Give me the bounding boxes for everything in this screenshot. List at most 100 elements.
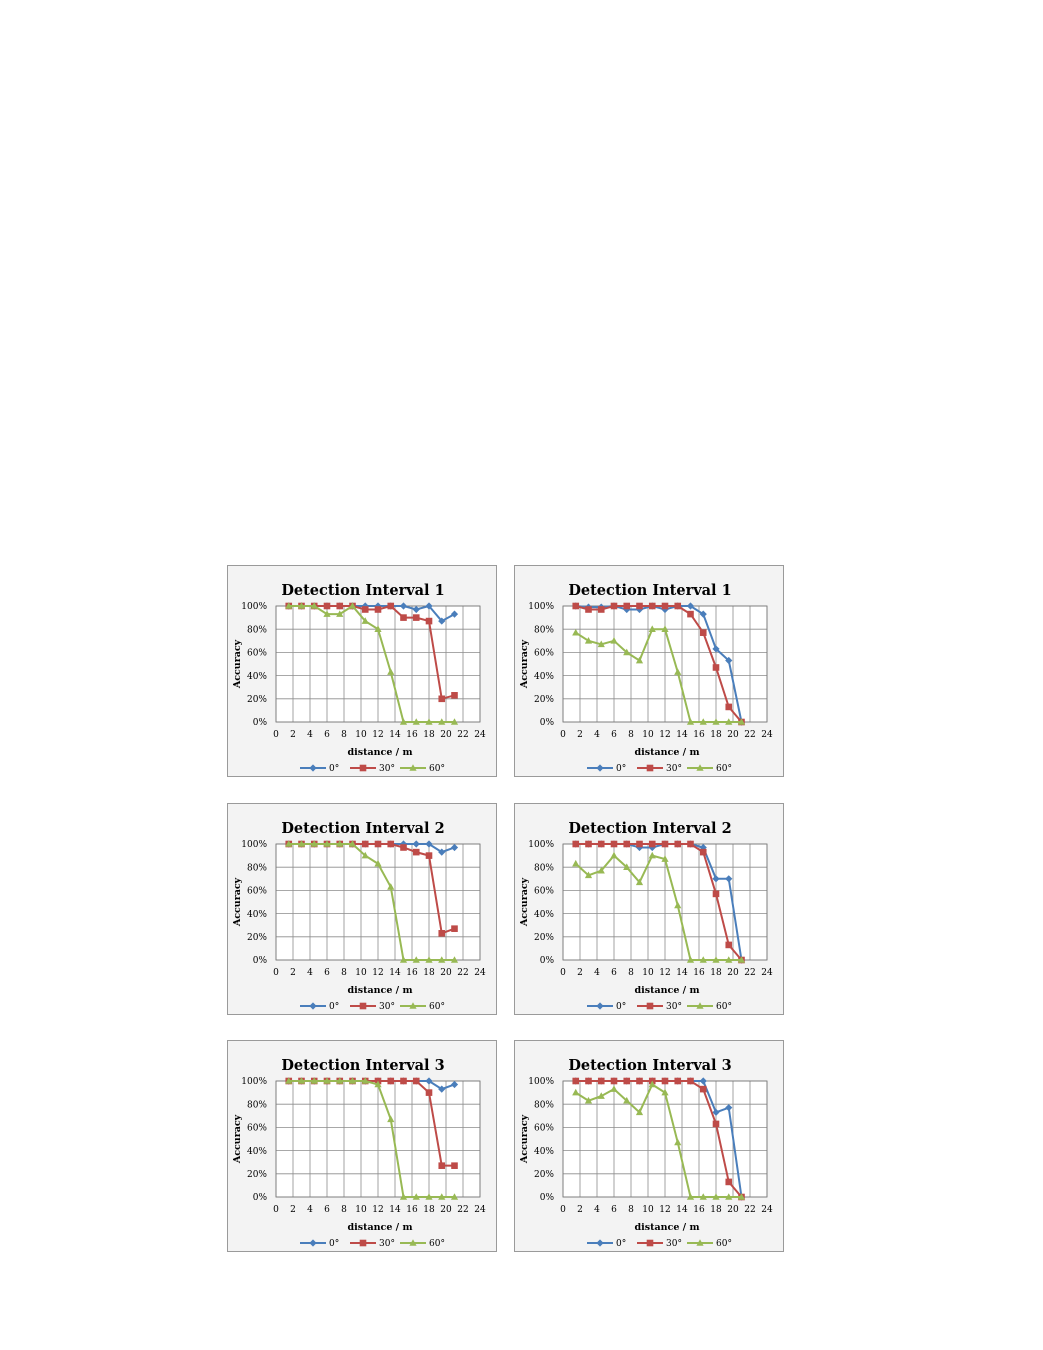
- chart-title: Detection Interval 3: [568, 1057, 731, 1074]
- data-point: [438, 930, 446, 937]
- x-axis-label: distance / m: [347, 1222, 412, 1233]
- legend-label: 60°: [716, 1239, 732, 1249]
- x-tick-label: 24: [474, 968, 486, 978]
- data-point: [412, 1077, 420, 1085]
- data-point: [412, 1193, 420, 1200]
- data-point: [737, 1193, 746, 1200]
- x-tick-label: 2: [290, 968, 296, 978]
- y-tick-label: 20%: [534, 1170, 554, 1180]
- data-point: [725, 941, 733, 949]
- data-point: [387, 668, 395, 675]
- x-tick-label: 0: [273, 730, 279, 740]
- data-point: [323, 1077, 331, 1084]
- chart-svg-2: Detection Interval 1 0% 20% 40% 60% 80% 100% 0 2…: [519, 582, 773, 774]
- legend-label: 0°: [616, 1002, 626, 1012]
- y-tick-label: 0%: [253, 718, 268, 728]
- y-tick-label: 40%: [247, 910, 267, 920]
- chart-panel-3: Detection Interval 2 0% 20% 40% 60% 80% 100% 0 2…: [227, 803, 497, 1015]
- x-tick-label: 2: [290, 1205, 296, 1215]
- data-point: [285, 1077, 293, 1084]
- data-point: [323, 602, 331, 610]
- data-point: [636, 1077, 643, 1085]
- series-3: [285, 840, 459, 963]
- x-tick-label: 12: [659, 968, 670, 978]
- legend-label: 0°: [616, 764, 626, 774]
- x-tick-label: 6: [611, 730, 617, 740]
- data-point: [348, 602, 357, 609]
- data-point: [674, 1077, 682, 1085]
- x-tick-label: 2: [577, 968, 583, 978]
- chart-svg-1: Detection Interval 1 0% 20% 40% 60% 80% 100% 0 2…: [232, 582, 486, 774]
- data-point: [610, 602, 618, 610]
- data-point: [585, 840, 592, 848]
- legend: 0° 30° 60°: [587, 1239, 732, 1249]
- y-tick-label: 100%: [241, 840, 267, 850]
- data-point: [425, 718, 433, 725]
- series-line: [575, 628, 742, 723]
- y-axis-label: Accuracy: [519, 1114, 530, 1164]
- y-tick-label: 20%: [534, 933, 554, 943]
- data-point: [712, 875, 720, 883]
- data-point: [623, 840, 631, 848]
- data-point: [687, 1077, 694, 1085]
- data-point: [597, 840, 605, 848]
- data-point: [648, 851, 656, 859]
- data-point: [623, 1077, 631, 1085]
- data-point: [699, 956, 707, 963]
- data-point: [648, 602, 656, 610]
- data-point: [674, 668, 682, 675]
- legend-label: 60°: [429, 1002, 445, 1012]
- data-point: [412, 956, 420, 963]
- data-point: [597, 1077, 605, 1085]
- x-tick-label: 6: [324, 730, 330, 740]
- legend-marker: [696, 764, 704, 771]
- y-tick-label: 40%: [534, 910, 554, 920]
- x-tick-label: 22: [744, 968, 755, 978]
- x-tick-label: 16: [693, 1205, 705, 1215]
- data-point: [361, 617, 369, 624]
- data-point: [686, 602, 695, 610]
- data-point: [572, 602, 580, 610]
- x-tick-label: 14: [389, 1205, 401, 1215]
- x-tick-label: 0: [273, 968, 279, 978]
- x-tick-label: 6: [324, 1205, 330, 1215]
- chart-title: Detection Interval 2: [281, 820, 444, 837]
- x-tick-label: 6: [611, 1205, 617, 1215]
- data-point: [737, 956, 746, 963]
- data-point: [572, 1088, 580, 1096]
- x-tick-label: 4: [594, 968, 600, 978]
- data-point: [572, 1077, 580, 1085]
- data-point: [725, 1193, 733, 1200]
- y-tick-label: 100%: [528, 840, 554, 850]
- data-point: [336, 840, 344, 847]
- data-point: [597, 866, 605, 874]
- chart-panel-4: Detection Interval 2 0% 20% 40% 60% 80% 100% 0 2…: [514, 803, 784, 1015]
- series-group: [285, 602, 459, 725]
- data-point: [310, 1077, 318, 1084]
- y-tick-label: 20%: [247, 695, 267, 705]
- data-point: [597, 1092, 605, 1099]
- data-point: [374, 625, 382, 632]
- data-point: [661, 840, 669, 848]
- data-point: [400, 1077, 407, 1085]
- x-tick-label: 16: [406, 968, 418, 978]
- data-point: [610, 637, 618, 644]
- legend: 0° 30° 60°: [300, 764, 445, 774]
- x-tick-label: 14: [676, 1205, 688, 1215]
- chart-svg-6: Detection Interval 3 0% 20% 40% 60% 80% 100% 0 2…: [519, 1057, 773, 1249]
- x-tick-label: 10: [642, 730, 654, 740]
- series-line: [288, 843, 455, 961]
- data-point: [336, 1077, 344, 1084]
- x-tick-label: 8: [628, 730, 634, 740]
- data-point: [674, 840, 682, 848]
- chart-title: Detection Interval 1: [281, 582, 444, 599]
- legend-label: 0°: [329, 1239, 339, 1249]
- data-point: [425, 1193, 433, 1200]
- y-tick-label: 60%: [247, 1124, 267, 1134]
- data-point: [712, 645, 720, 653]
- data-point: [425, 840, 433, 848]
- legend-label: 30°: [666, 1239, 682, 1249]
- x-tick-label: 24: [474, 1205, 486, 1215]
- y-tick-label: 100%: [241, 1077, 267, 1087]
- data-point: [374, 1080, 382, 1088]
